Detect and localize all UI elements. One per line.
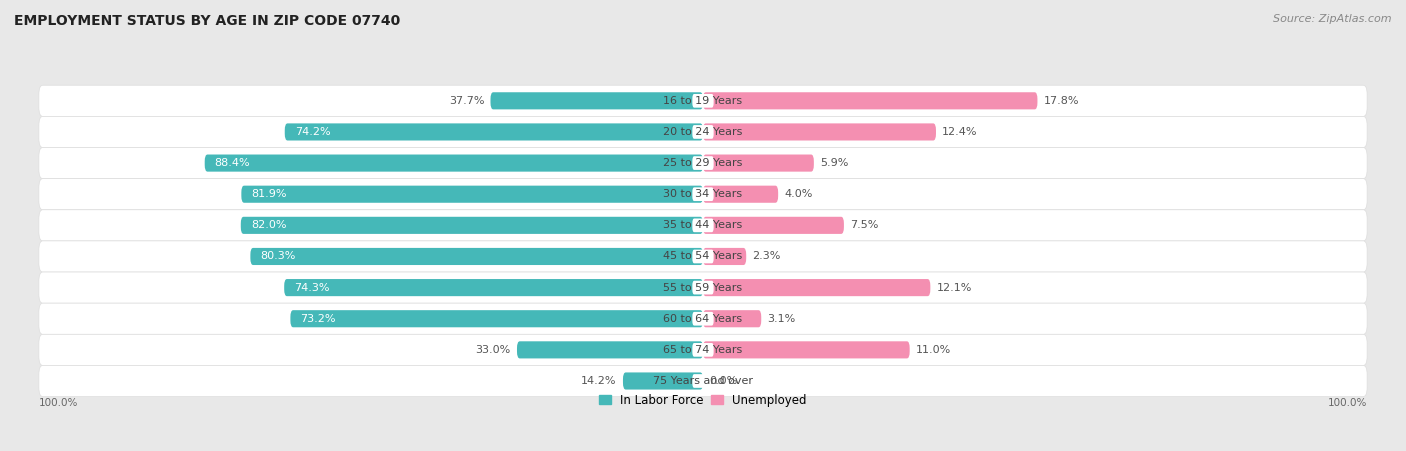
FancyBboxPatch shape [703,217,844,234]
Text: 3.1%: 3.1% [768,314,796,324]
FancyBboxPatch shape [703,92,1038,110]
Text: 20 to 24 Years: 20 to 24 Years [664,127,742,137]
FancyBboxPatch shape [39,179,1367,210]
FancyBboxPatch shape [692,312,714,326]
FancyBboxPatch shape [39,85,1367,116]
Text: 74.2%: 74.2% [295,127,330,137]
FancyBboxPatch shape [703,155,814,172]
Text: EMPLOYMENT STATUS BY AGE IN ZIP CODE 07740: EMPLOYMENT STATUS BY AGE IN ZIP CODE 077… [14,14,401,28]
Text: 7.5%: 7.5% [851,221,879,230]
Text: 80.3%: 80.3% [260,252,295,262]
Text: 81.9%: 81.9% [252,189,287,199]
FancyBboxPatch shape [205,155,703,172]
FancyBboxPatch shape [703,248,747,265]
Text: 33.0%: 33.0% [475,345,510,355]
Text: 65 to 74 Years: 65 to 74 Years [664,345,742,355]
Text: 14.2%: 14.2% [581,376,617,386]
FancyBboxPatch shape [623,373,703,390]
Text: 60 to 64 Years: 60 to 64 Years [664,314,742,324]
FancyBboxPatch shape [240,217,703,234]
Text: 12.1%: 12.1% [936,283,972,293]
FancyBboxPatch shape [703,341,910,359]
FancyBboxPatch shape [39,303,1367,334]
FancyBboxPatch shape [703,124,936,141]
Text: 35 to 44 Years: 35 to 44 Years [664,221,742,230]
Text: 4.0%: 4.0% [785,189,813,199]
Text: 37.7%: 37.7% [449,96,484,106]
Text: 55 to 59 Years: 55 to 59 Years [664,283,742,293]
FancyBboxPatch shape [39,334,1367,365]
FancyBboxPatch shape [692,374,714,388]
FancyBboxPatch shape [692,343,714,357]
Legend: In Labor Force, Unemployed: In Labor Force, Unemployed [599,394,807,407]
FancyBboxPatch shape [242,186,703,203]
Text: 30 to 34 Years: 30 to 34 Years [664,189,742,199]
Text: 11.0%: 11.0% [915,345,952,355]
Text: 0.0%: 0.0% [709,376,738,386]
Text: 88.4%: 88.4% [215,158,250,168]
Text: 45 to 54 Years: 45 to 54 Years [664,252,742,262]
FancyBboxPatch shape [250,248,703,265]
FancyBboxPatch shape [703,279,931,296]
FancyBboxPatch shape [692,187,714,201]
FancyBboxPatch shape [39,241,1367,272]
FancyBboxPatch shape [39,272,1367,303]
Text: 17.8%: 17.8% [1043,96,1080,106]
FancyBboxPatch shape [39,365,1367,396]
FancyBboxPatch shape [39,147,1367,179]
Text: 82.0%: 82.0% [250,221,287,230]
Text: Source: ZipAtlas.com: Source: ZipAtlas.com [1274,14,1392,23]
Text: 100.0%: 100.0% [39,398,79,409]
FancyBboxPatch shape [285,124,703,141]
Text: 25 to 29 Years: 25 to 29 Years [664,158,742,168]
FancyBboxPatch shape [692,156,714,170]
FancyBboxPatch shape [703,310,761,327]
FancyBboxPatch shape [703,186,778,203]
FancyBboxPatch shape [284,279,703,296]
FancyBboxPatch shape [692,94,714,108]
FancyBboxPatch shape [692,249,714,263]
Text: 75 Years and over: 75 Years and over [652,376,754,386]
FancyBboxPatch shape [39,210,1367,241]
Text: 73.2%: 73.2% [301,314,336,324]
Text: 2.3%: 2.3% [752,252,780,262]
Text: 100.0%: 100.0% [1327,398,1367,409]
FancyBboxPatch shape [692,125,714,139]
FancyBboxPatch shape [692,218,714,232]
FancyBboxPatch shape [39,116,1367,147]
FancyBboxPatch shape [491,92,703,110]
FancyBboxPatch shape [692,281,714,295]
Text: 12.4%: 12.4% [942,127,977,137]
Text: 16 to 19 Years: 16 to 19 Years [664,96,742,106]
Text: 74.3%: 74.3% [294,283,330,293]
Text: 5.9%: 5.9% [820,158,848,168]
FancyBboxPatch shape [517,341,703,359]
FancyBboxPatch shape [291,310,703,327]
